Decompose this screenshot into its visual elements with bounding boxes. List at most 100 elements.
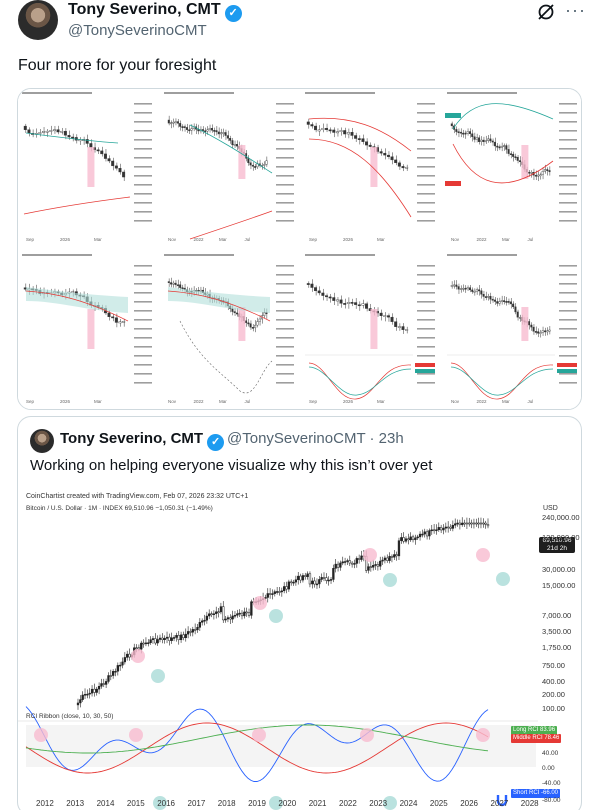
y-tick-label bbox=[558, 139, 577, 141]
cycle-top-marker bbox=[131, 649, 145, 663]
year-label: 2012 bbox=[36, 799, 54, 808]
candle-body bbox=[249, 162, 252, 166]
monthly-candle-body bbox=[327, 579, 330, 582]
candle-body bbox=[85, 139, 89, 144]
grok-icon[interactable] bbox=[536, 2, 556, 22]
monthly-candle-body bbox=[465, 522, 469, 525]
quote-author-name-text[interactable]: Tony Severino, CMT bbox=[60, 430, 204, 447]
candle-body bbox=[357, 304, 361, 307]
quote-author-handle[interactable]: @TonySeverinoCMT · 23h bbox=[227, 430, 404, 447]
quoted-tweet[interactable]: Tony Severino, CMT ✓ @TonySeverinoCMT · 2… bbox=[17, 416, 582, 810]
x-axis-label: 2026 bbox=[343, 399, 354, 404]
candle-body bbox=[509, 301, 512, 305]
price-axis-label: 100.00 bbox=[542, 704, 565, 713]
y-tick-label bbox=[134, 301, 152, 303]
candle-body bbox=[390, 316, 394, 322]
candle-body bbox=[262, 164, 265, 166]
candle-body bbox=[178, 123, 181, 127]
candle-body bbox=[401, 166, 405, 169]
y-tick-label bbox=[275, 103, 294, 105]
monthly-candle-body bbox=[271, 593, 274, 595]
chart-thumbnail-7[interactable]: Sep 2026 Mar bbox=[301, 251, 441, 409]
candle-body bbox=[118, 321, 122, 324]
monthly-candle-body bbox=[329, 579, 333, 581]
quote-text: Working on helping everyone visualize wh… bbox=[30, 457, 433, 474]
chart-thumbnail-1[interactable]: Sep 2026 Mar bbox=[18, 89, 158, 249]
chart-currency: USD bbox=[543, 505, 558, 512]
candle-body bbox=[548, 329, 551, 332]
candle-body bbox=[459, 288, 462, 290]
candle-body bbox=[343, 130, 347, 135]
more-options-icon[interactable]: ··· bbox=[565, 0, 586, 20]
chart-thumbnail-8[interactable]: Nov 2022 Mar Jul bbox=[442, 251, 581, 409]
avatar[interactable] bbox=[18, 0, 58, 40]
y-tick-label bbox=[417, 139, 435, 141]
candle-body bbox=[235, 312, 238, 315]
monthly-candle-body bbox=[283, 586, 286, 592]
monthly-candle-body bbox=[198, 622, 201, 628]
y-tick-label bbox=[417, 337, 435, 339]
rci-bottom-marker bbox=[153, 796, 167, 810]
author-handle[interactable]: @TonySeverinoCMT bbox=[68, 22, 207, 39]
monthly-candle-body bbox=[179, 634, 183, 641]
chart-thumbnail-4[interactable]: Nov 2022 Mar Jul bbox=[442, 89, 581, 249]
x-axis-label: 2026 bbox=[343, 237, 354, 242]
chart-header-text bbox=[446, 254, 517, 256]
chart-thumbnail-3[interactable]: Sep 2026 Mar bbox=[301, 89, 441, 249]
monthly-candle-body bbox=[339, 562, 342, 568]
monthly-candle-body bbox=[484, 522, 487, 525]
candle-body bbox=[325, 127, 328, 130]
candle-body bbox=[187, 129, 190, 132]
moving-average-line bbox=[25, 132, 119, 144]
price-axis-label: 1,750.00 bbox=[542, 643, 572, 652]
candle-body bbox=[169, 282, 172, 285]
year-label: 2020 bbox=[278, 799, 297, 808]
chart-thumbnail-6[interactable]: Nov 2022 Mar Jul bbox=[159, 251, 300, 409]
quote-avatar[interactable] bbox=[30, 429, 54, 453]
y-tick-label bbox=[134, 103, 152, 105]
y-tick-label bbox=[558, 130, 577, 132]
y-tick-label bbox=[417, 382, 435, 384]
x-axis-label: Sep bbox=[26, 237, 35, 242]
y-tick-label bbox=[134, 274, 152, 276]
candle-body bbox=[89, 143, 93, 148]
monthly-candle-body bbox=[161, 637, 164, 641]
monthly-candle-body bbox=[381, 559, 384, 562]
candle-body bbox=[529, 324, 532, 328]
monthly-candle-body bbox=[238, 612, 241, 615]
oscillator-line bbox=[450, 366, 553, 396]
cycle-top-marker bbox=[476, 548, 490, 562]
y-tick-label bbox=[134, 337, 152, 339]
monthly-candle-body bbox=[203, 619, 206, 622]
candle-body bbox=[190, 128, 193, 131]
chart-thumbnail-2[interactable]: Nov 2022 Mar Jul bbox=[159, 89, 300, 249]
candle-body bbox=[217, 131, 220, 135]
verified-badge-icon: ✓ bbox=[224, 5, 242, 22]
y-tick-label bbox=[558, 292, 577, 294]
candle-body bbox=[529, 172, 532, 174]
candle-body bbox=[339, 299, 343, 304]
rci-top-marker bbox=[34, 728, 48, 742]
y-tick-label bbox=[558, 355, 577, 357]
author-name-text[interactable]: Tony Severino, CMT bbox=[68, 1, 221, 18]
candle-body bbox=[180, 126, 183, 128]
media-grid[interactable]: Sep 2026 Mar Nov 2022 Mar Jul Sep 2026 Mar Nov 2022… bbox=[17, 88, 582, 410]
y-tick-label bbox=[417, 220, 435, 222]
monthly-candle-body bbox=[102, 683, 105, 685]
monthly-candle-body bbox=[322, 577, 326, 579]
author-name[interactable]: Tony Severino, CMT ✓ bbox=[68, 1, 242, 22]
monthly-candle-body bbox=[468, 522, 471, 525]
y-tick-label bbox=[134, 265, 152, 267]
y-tick-label bbox=[275, 319, 294, 321]
chart-header-text bbox=[163, 92, 234, 94]
monthly-candle-body bbox=[416, 536, 419, 539]
tradingview-chart[interactable]: CoinChartist created with TradingView.co… bbox=[18, 493, 581, 810]
monthly-candle-body bbox=[114, 670, 117, 673]
monthly-candle-body bbox=[275, 591, 279, 593]
quote-author-name[interactable]: Tony Severino, CMT ✓ bbox=[60, 430, 225, 451]
monthly-candle-body bbox=[182, 634, 185, 639]
chart-thumbnail-5[interactable]: Sep 2026 Mar bbox=[18, 251, 158, 409]
monthly-candle-body bbox=[292, 581, 295, 584]
candle-body bbox=[466, 131, 469, 134]
rci-bottom-marker bbox=[269, 796, 283, 810]
